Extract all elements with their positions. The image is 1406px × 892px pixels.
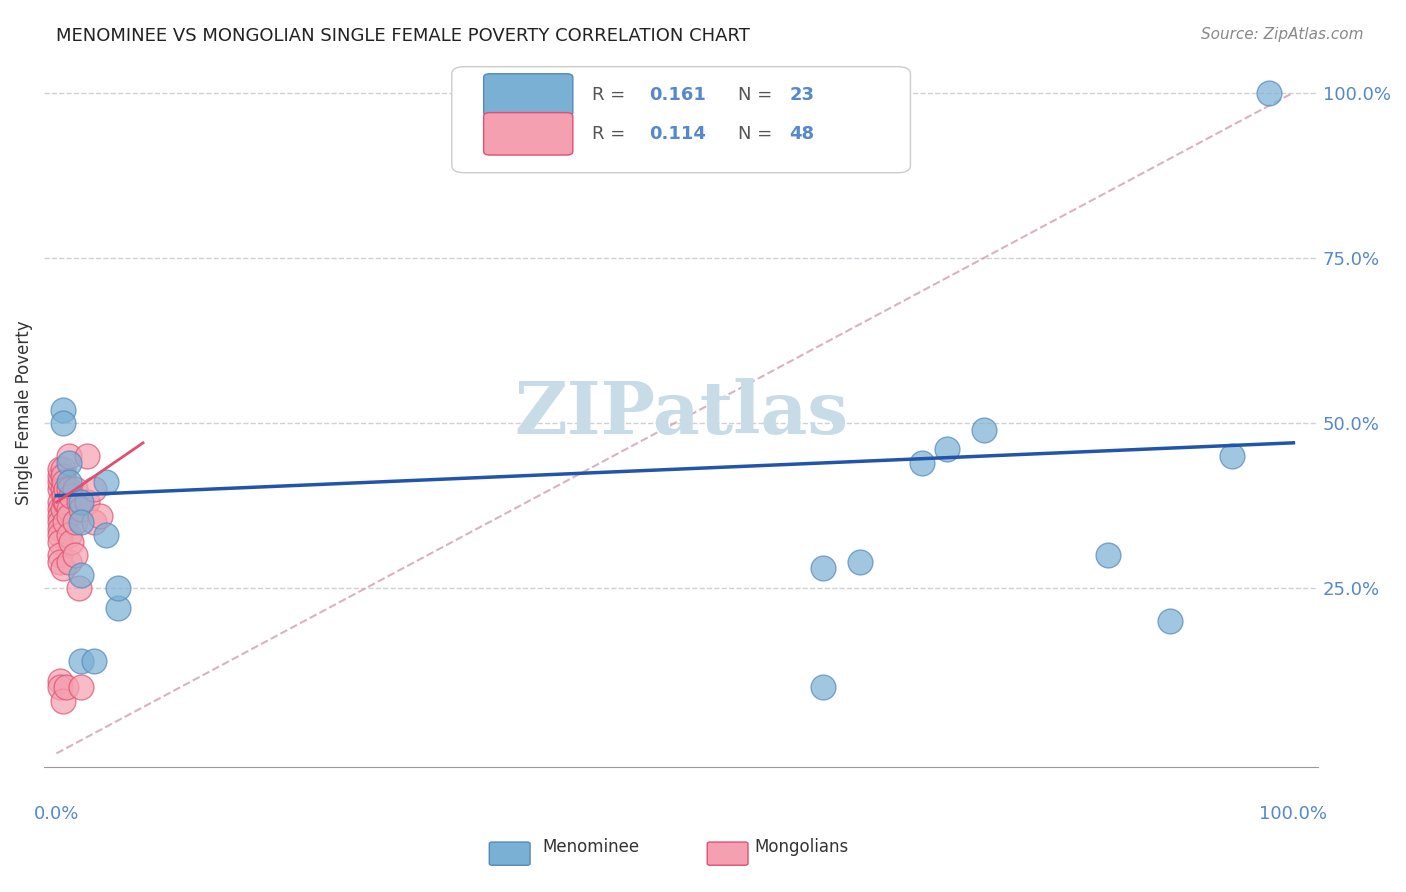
Point <box>55 482 77 496</box>
Point <box>70 681 93 695</box>
Text: R =: R = <box>592 125 631 143</box>
Point <box>76 449 98 463</box>
Point <box>49 528 72 542</box>
Point <box>52 502 75 516</box>
Point <box>1220 449 1243 463</box>
Point <box>83 654 105 668</box>
Text: 23: 23 <box>789 86 814 104</box>
Point <box>70 502 93 516</box>
Point <box>58 555 80 569</box>
Point <box>52 468 75 483</box>
Point <box>52 462 75 476</box>
Point <box>83 482 105 496</box>
Point <box>49 508 72 523</box>
Point <box>55 681 77 695</box>
Point <box>52 561 75 575</box>
Point <box>49 548 72 562</box>
Text: 0.161: 0.161 <box>650 86 706 104</box>
Point <box>53 495 76 509</box>
Point <box>107 601 129 615</box>
Point <box>49 462 72 476</box>
Point <box>55 495 77 509</box>
FancyBboxPatch shape <box>451 67 911 173</box>
Point <box>52 482 75 496</box>
Y-axis label: Single Female Poverty: Single Female Poverty <box>15 321 32 506</box>
Point <box>849 555 872 569</box>
Point <box>58 482 80 496</box>
Point <box>49 673 72 688</box>
Point <box>70 515 93 529</box>
Point <box>49 522 72 536</box>
FancyBboxPatch shape <box>484 74 572 116</box>
Point <box>52 489 75 503</box>
Point <box>58 528 80 542</box>
Point <box>70 654 93 668</box>
Point <box>1159 614 1181 628</box>
Text: 0.0%: 0.0% <box>34 805 79 823</box>
Point <box>911 456 934 470</box>
Text: Menominee: Menominee <box>541 838 640 856</box>
Text: ZIPatlas: ZIPatlas <box>515 377 848 449</box>
Point <box>67 581 90 595</box>
Text: 0.114: 0.114 <box>650 125 706 143</box>
Text: MENOMINEE VS MONGOLIAN SINGLE FEMALE POVERTY CORRELATION CHART: MENOMINEE VS MONGOLIAN SINGLE FEMALE POV… <box>56 27 751 45</box>
Point <box>89 508 111 523</box>
Point <box>94 528 117 542</box>
Point <box>49 555 72 569</box>
Point <box>973 423 995 437</box>
Point <box>76 495 98 509</box>
Text: R =: R = <box>592 86 631 104</box>
Text: N =: N = <box>738 125 779 143</box>
Text: 48: 48 <box>789 125 814 143</box>
Point <box>58 449 80 463</box>
Point <box>70 495 93 509</box>
Point <box>94 475 117 490</box>
Point <box>49 482 72 496</box>
Point <box>70 568 93 582</box>
Point <box>58 508 80 523</box>
Point <box>63 548 86 562</box>
Point <box>49 515 72 529</box>
Point <box>1257 86 1279 100</box>
Point <box>60 489 83 503</box>
Point <box>813 561 835 575</box>
Point <box>52 693 75 707</box>
Point <box>60 535 83 549</box>
Point <box>52 402 75 417</box>
Point <box>1097 548 1119 562</box>
Point <box>49 535 72 549</box>
Point <box>49 468 72 483</box>
Point <box>83 515 105 529</box>
Point <box>813 681 835 695</box>
Point <box>58 475 80 490</box>
Point <box>936 442 959 457</box>
Point <box>49 475 72 490</box>
Point <box>67 495 90 509</box>
Point <box>49 502 72 516</box>
Text: 100.0%: 100.0% <box>1260 805 1327 823</box>
Text: Mongolians: Mongolians <box>754 838 849 856</box>
Text: N =: N = <box>738 86 779 104</box>
Point <box>52 475 75 490</box>
Point <box>107 581 129 595</box>
Point <box>49 495 72 509</box>
Point <box>52 416 75 430</box>
Point <box>58 456 80 470</box>
Point <box>63 515 86 529</box>
Point <box>49 681 72 695</box>
Point <box>63 482 86 496</box>
Text: Source: ZipAtlas.com: Source: ZipAtlas.com <box>1201 27 1364 42</box>
Point <box>53 515 76 529</box>
Point <box>58 502 80 516</box>
FancyBboxPatch shape <box>484 112 572 155</box>
